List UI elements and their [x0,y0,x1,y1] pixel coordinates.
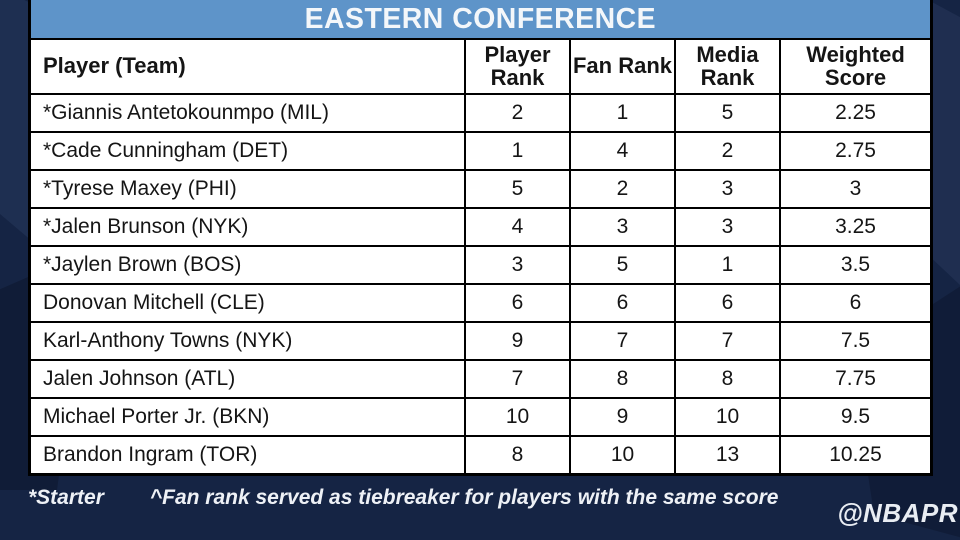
media-rank-cell: 3 [676,209,779,245]
weighted-score-cell: 6 [781,285,930,321]
weighted-score-cell: 10.25 [781,437,930,473]
player-cell: *Giannis Antetokounmpo (MIL) [31,95,464,131]
rankings-table: EASTERN CONFERENCE Player (Team) Player … [28,0,933,476]
media-rank-cell: 8 [676,361,779,397]
weighted-score-cell: 2.75 [781,133,930,169]
player-cell: Donovan Mitchell (CLE) [31,285,464,321]
header-player-rank: Player Rank [466,40,569,93]
fan-rank-cell: 7 [571,323,674,359]
fan-rank-cell: 8 [571,361,674,397]
table-row: *Jaylen Brown (BOS) 3 5 1 3.5 [31,247,930,283]
media-rank-cell: 10 [676,399,779,435]
header-player-team: Player (Team) [31,40,464,93]
media-rank-cell: 13 [676,437,779,473]
header-media-rank: Media Rank [676,40,779,93]
table-row: Donovan Mitchell (CLE) 6 6 6 6 [31,285,930,321]
table-row: *Giannis Antetokounmpo (MIL) 2 1 5 2.25 [31,95,930,131]
fan-rank-cell: 6 [571,285,674,321]
fan-rank-cell: 2 [571,171,674,207]
weighted-score-cell: 2.25 [781,95,930,131]
table-row: *Cade Cunningham (DET) 1 4 2 2.75 [31,133,930,169]
table-row: *Tyrese Maxey (PHI) 5 2 3 3 [31,171,930,207]
player-rank-cell: 7 [466,361,569,397]
table-row: Karl-Anthony Towns (NYK) 9 7 7 7.5 [31,323,930,359]
table-row: Michael Porter Jr. (BKN) 10 9 10 9.5 [31,399,930,435]
media-rank-cell: 2 [676,133,779,169]
starter-footnote: *Starter [28,486,104,509]
table-row: Brandon Ingram (TOR) 8 10 13 10.25 [31,437,930,473]
weighted-score-cell: 3.25 [781,209,930,245]
player-cell: Brandon Ingram (TOR) [31,437,464,473]
fan-rank-cell: 9 [571,399,674,435]
media-rank-cell: 7 [676,323,779,359]
footnotes: *Starter ^Fan rank served as tiebreaker … [28,486,778,510]
tiebreaker-footnote: ^Fan rank served as tiebreaker for playe… [149,486,779,509]
watermark-handle: @NBAPR [837,498,958,528]
table-row: Jalen Johnson (ATL) 7 8 8 7.75 [31,361,930,397]
fan-rank-cell: 3 [571,209,674,245]
player-cell: Michael Porter Jr. (BKN) [31,399,464,435]
header-fan-rank: Fan Rank [571,40,674,93]
player-rank-cell: 6 [466,285,569,321]
weighted-score-cell: 7.5 [781,323,930,359]
player-rank-cell: 3 [466,247,569,283]
player-cell: Jalen Johnson (ATL) [31,361,464,397]
weighted-score-cell: 9.5 [781,399,930,435]
player-rank-cell: 5 [466,171,569,207]
weighted-score-cell: 3 [781,171,930,207]
table-row: *Jalen Brunson (NYK) 4 3 3 3.25 [31,209,930,245]
fan-rank-cell: 4 [571,133,674,169]
player-rank-cell: 1 [466,133,569,169]
player-cell: *Jaylen Brown (BOS) [31,247,464,283]
player-cell: Karl-Anthony Towns (NYK) [31,323,464,359]
weighted-score-cell: 3.5 [781,247,930,283]
media-rank-cell: 5 [676,95,779,131]
table-header-row: Player (Team) Player Rank Fan Rank Media… [31,40,930,93]
media-rank-cell: 3 [676,171,779,207]
player-rank-cell: 10 [466,399,569,435]
table-title: EASTERN CONFERENCE [304,2,657,35]
weighted-score-cell: 7.75 [781,361,930,397]
player-rank-cell: 9 [466,323,569,359]
player-cell: *Tyrese Maxey (PHI) [31,171,464,207]
fan-rank-cell: 10 [571,437,674,473]
fan-rank-cell: 1 [571,95,674,131]
player-rank-cell: 8 [466,437,569,473]
player-rank-cell: 2 [466,95,569,131]
table-title-bar: EASTERN CONFERENCE [31,0,930,38]
header-weighted-score: Weighted Score [781,40,930,93]
fan-rank-cell: 5 [571,247,674,283]
media-rank-cell: 1 [676,247,779,283]
player-cell: *Cade Cunningham (DET) [31,133,464,169]
player-rank-cell: 4 [466,209,569,245]
player-cell: *Jalen Brunson (NYK) [31,209,464,245]
media-rank-cell: 6 [676,285,779,321]
